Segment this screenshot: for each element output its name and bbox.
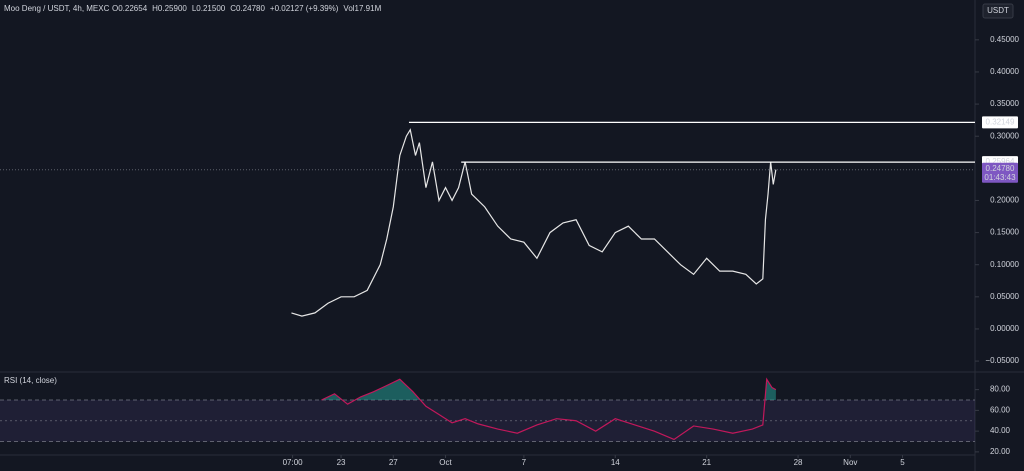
countdown-label: 01:43:43 — [984, 173, 1016, 182]
x-tick-label: 21 — [702, 458, 711, 467]
y-tick-label: −0.05000 — [985, 356, 1019, 365]
y-tick-label: 0.35000 — [990, 99, 1019, 108]
y-tick-label: 0.05000 — [990, 292, 1019, 301]
hline-label-box — [982, 116, 1018, 129]
header-stat: +0.02127 (+9.39%) — [270, 4, 339, 13]
y-tick-label: 0.40000 — [990, 67, 1019, 76]
y-tick-label: 0.10000 — [990, 260, 1019, 269]
x-tick-label: 23 — [337, 458, 346, 467]
y-tick-label: 80.00 — [990, 385, 1011, 394]
y-tick-label: 40.00 — [990, 426, 1011, 435]
currency-button[interactable] — [982, 3, 1014, 19]
last-price-label: 0.24780 — [986, 164, 1015, 173]
y-tick-label: 20.00 — [990, 447, 1011, 456]
hline-label: 0.32149 — [986, 118, 1015, 127]
y-tick-label: 0.45000 — [990, 35, 1019, 44]
x-tick-label: Nov — [843, 458, 857, 467]
y-tick-label: 0.00000 — [990, 324, 1019, 333]
rsi-line — [321, 377, 777, 441]
x-tick-label: 5 — [900, 458, 905, 467]
symbol-title: Moo Deng / USDT, 4h, MEXC — [4, 4, 110, 13]
hline-label: 0.25964 — [986, 157, 1015, 166]
rsi-title: RSI (14, close) — [4, 376, 57, 385]
header-stat: H0.25900 — [152, 4, 187, 13]
x-tick-label: 7 — [522, 458, 527, 467]
x-tick-label: 14 — [611, 458, 620, 467]
rsi-band — [0, 400, 975, 442]
y-tick-label: 60.00 — [990, 405, 1011, 414]
header-stat: C0.24780 — [230, 4, 265, 13]
last-price-box — [982, 162, 1018, 183]
header-stat: Vol17.91M — [343, 4, 381, 13]
y-tick-label: 0.30000 — [990, 131, 1019, 140]
x-tick-label: Oct — [439, 458, 452, 467]
rsi-overbought-fill — [321, 379, 776, 401]
header-stat: L0.21500 — [192, 4, 226, 13]
currency-label[interactable]: USDT — [987, 6, 1009, 15]
x-tick-label: 07:00 — [283, 458, 304, 467]
x-tick-label: 28 — [794, 458, 803, 467]
y-tick-label: 0.15000 — [990, 228, 1019, 237]
y-tick-label: 0.20000 — [990, 196, 1019, 205]
header-stat: O0.22654 — [112, 4, 148, 13]
price-line — [291, 128, 777, 317]
x-tick-label: 27 — [389, 458, 398, 467]
